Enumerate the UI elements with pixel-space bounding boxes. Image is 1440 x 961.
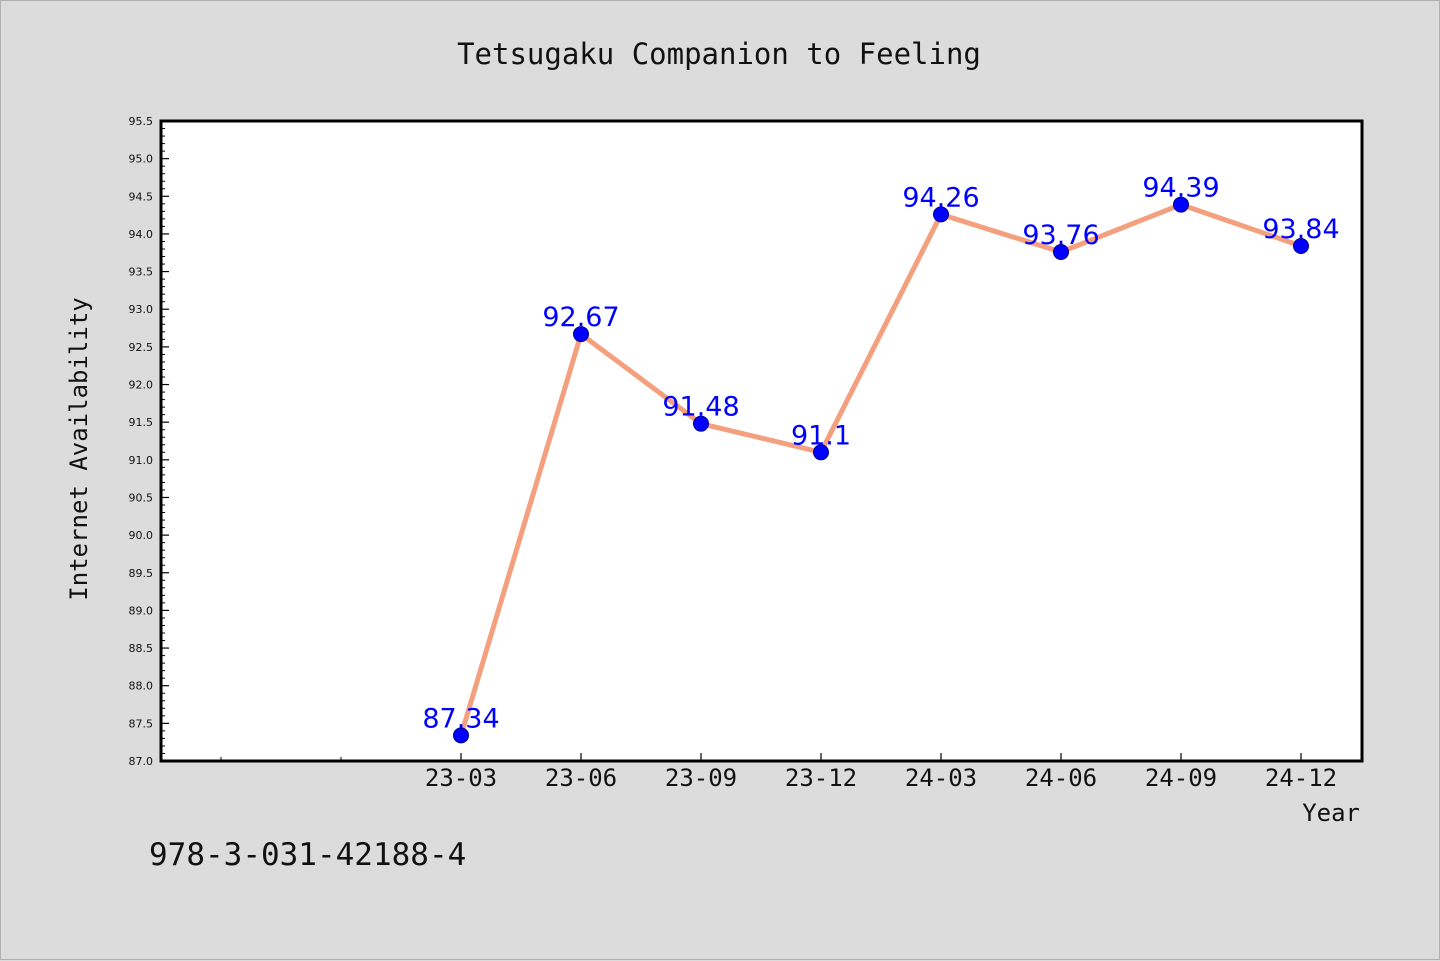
y-tick-label: 94.0	[129, 228, 154, 241]
data-label: 91.48	[662, 392, 739, 423]
data-point	[813, 444, 829, 461]
y-tick-label: 90.0	[129, 529, 154, 542]
data-label: 87.34	[422, 703, 499, 734]
y-tick-label: 87.0	[129, 755, 154, 768]
data-label: 93.76	[1022, 220, 1099, 251]
data-point	[453, 727, 469, 744]
data-label: 92.67	[542, 302, 619, 333]
y-tick-label: 95.5	[129, 115, 154, 128]
y-axis: 87.0 87.5 88.0 88.5 89.0 89.5 90.0 90.5 91.0 91.5…	[129, 115, 169, 768]
y-tick-label: 94.5	[129, 190, 154, 203]
data-point	[1053, 244, 1069, 261]
y-tick-label: 92.5	[129, 341, 154, 354]
series-polyline	[458, 202, 1304, 738]
y-tick-label: 92.0	[129, 379, 154, 392]
y-tick-label: 90.5	[129, 491, 154, 504]
y-tick-label: 95.0	[129, 153, 154, 166]
x-tick-label: 24-06	[1025, 764, 1097, 792]
data-label: 93.84	[1262, 214, 1339, 245]
plot-area	[159, 119, 1364, 763]
y-tick-label: 91.5	[129, 416, 154, 429]
y-tick-label: 91.0	[129, 454, 154, 467]
x-tick-label: 23-12	[785, 764, 857, 792]
chart-title: Tetsugaku Companion to Feeling	[457, 37, 981, 71]
y-tick-label: 88.5	[129, 642, 154, 655]
x-tick-label: 23-06	[545, 764, 617, 792]
x-axis-label: Year	[1302, 799, 1360, 827]
y-tick-label: 93.0	[129, 303, 154, 316]
y-tick-label: 93.5	[129, 266, 154, 279]
data-label: 94.26	[902, 182, 979, 213]
data-point	[1293, 237, 1309, 254]
x-tick-label: 24-12	[1265, 764, 1337, 792]
x-tick-label: 24-09	[1145, 764, 1217, 792]
series-line: 87.34 92.67 91.48 91.1 94.26 93.76 94.39 93.84	[422, 173, 1340, 744]
data-point	[933, 206, 949, 223]
y-tick-label: 87.5	[129, 717, 154, 730]
x-tick-label: 23-09	[665, 764, 737, 792]
isbn-footer: 978-3-031-42188-4	[149, 837, 466, 873]
x-tick-label: 23-03	[425, 764, 497, 792]
y-tick-label: 89.5	[129, 567, 154, 580]
y-tick-label: 88.0	[129, 680, 154, 693]
data-point	[573, 326, 589, 343]
data-label: 94.39	[1142, 173, 1219, 204]
x-tick-label: 24-03	[905, 764, 977, 792]
y-tick-label: 89.0	[129, 604, 154, 617]
data-point	[693, 415, 709, 432]
y-axis-label: Internet Availability	[65, 297, 93, 600]
x-axis: 23-03 23-06 23-09 23-12 24-03 24-06 24-09 24-12	[220, 753, 1337, 792]
data-point	[1173, 196, 1189, 213]
data-label: 91.1	[791, 420, 851, 451]
